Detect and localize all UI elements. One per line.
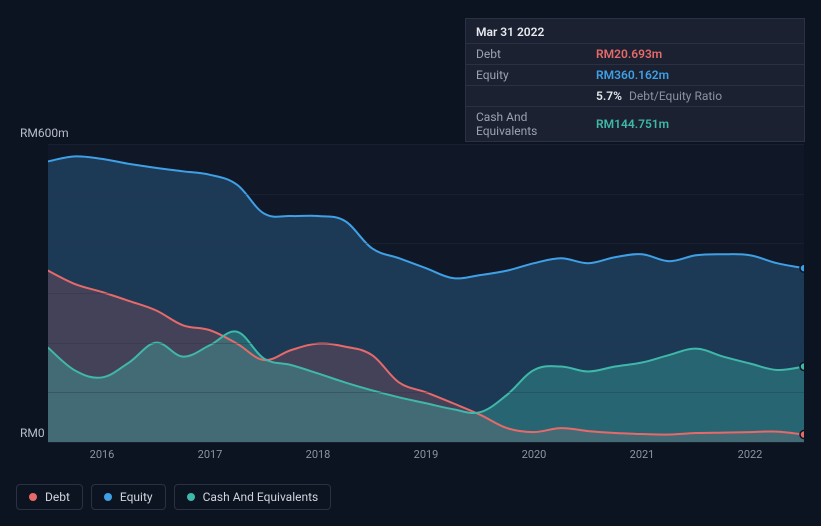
legend-item[interactable]: Equity [91, 484, 166, 510]
y-axis-bottom-label: RM0 [20, 426, 45, 440]
chart-area[interactable] [48, 144, 804, 442]
legend-label: Equity [120, 490, 153, 504]
x-tick: 2017 [198, 448, 223, 461]
legend-label: Cash And Equivalents [203, 490, 319, 504]
tooltip-table: DebtRM20.693mEquityRM360.162m5.7% Debt/E… [466, 43, 804, 141]
x-tick: 2016 [90, 448, 115, 461]
y-axis-top-label: RM600m [20, 126, 69, 140]
tooltip-row: DebtRM20.693m [466, 44, 804, 65]
legend-dot-icon [104, 493, 112, 501]
tooltip-row-value: RM360.162m [586, 65, 804, 86]
legend-label: Debt [45, 490, 70, 504]
tooltip-row-value: RM20.693m [586, 44, 804, 65]
chart-root: { "tooltip": { "date": "Mar 31 2022", "r… [0, 0, 821, 526]
x-axis-ticks: 2016 2017 2018 2019 2020 2021 2022 [48, 448, 804, 468]
tooltip-panel: Mar 31 2022 DebtRM20.693mEquityRM360.162… [465, 18, 805, 142]
tooltip-row-label: Equity [466, 65, 586, 86]
tooltip-row-empty [466, 86, 586, 107]
x-tick: 2021 [630, 448, 655, 461]
tooltip-row-ratio: 5.7% Debt/Equity Ratio [466, 86, 804, 107]
legend-item[interactable]: Cash And Equivalents [174, 484, 332, 510]
tooltip-row-label: Debt [466, 44, 586, 65]
chart-svg [48, 144, 804, 442]
legend-dot-icon [187, 493, 195, 501]
x-tick: 2019 [414, 448, 439, 461]
tooltip-ratio-value: 5.7% Debt/Equity Ratio [586, 86, 804, 107]
tooltip-row-label: Cash And Equivalents [466, 107, 586, 142]
series-end-marker [800, 264, 804, 272]
x-tick: 2022 [738, 448, 763, 461]
tooltip-row: EquityRM360.162m [466, 65, 804, 86]
tooltip-row-value: RM144.751m [586, 107, 804, 142]
series-end-marker [800, 431, 804, 439]
series-end-marker [800, 363, 804, 371]
x-tick: 2020 [522, 448, 547, 461]
legend-item[interactable]: Debt [16, 484, 83, 510]
tooltip-date: Mar 31 2022 [466, 19, 804, 43]
legend: Debt Equity Cash And Equivalents [16, 484, 331, 510]
x-tick: 2018 [306, 448, 331, 461]
tooltip-row: Cash And EquivalentsRM144.751m [466, 107, 804, 142]
legend-dot-icon [29, 493, 37, 501]
